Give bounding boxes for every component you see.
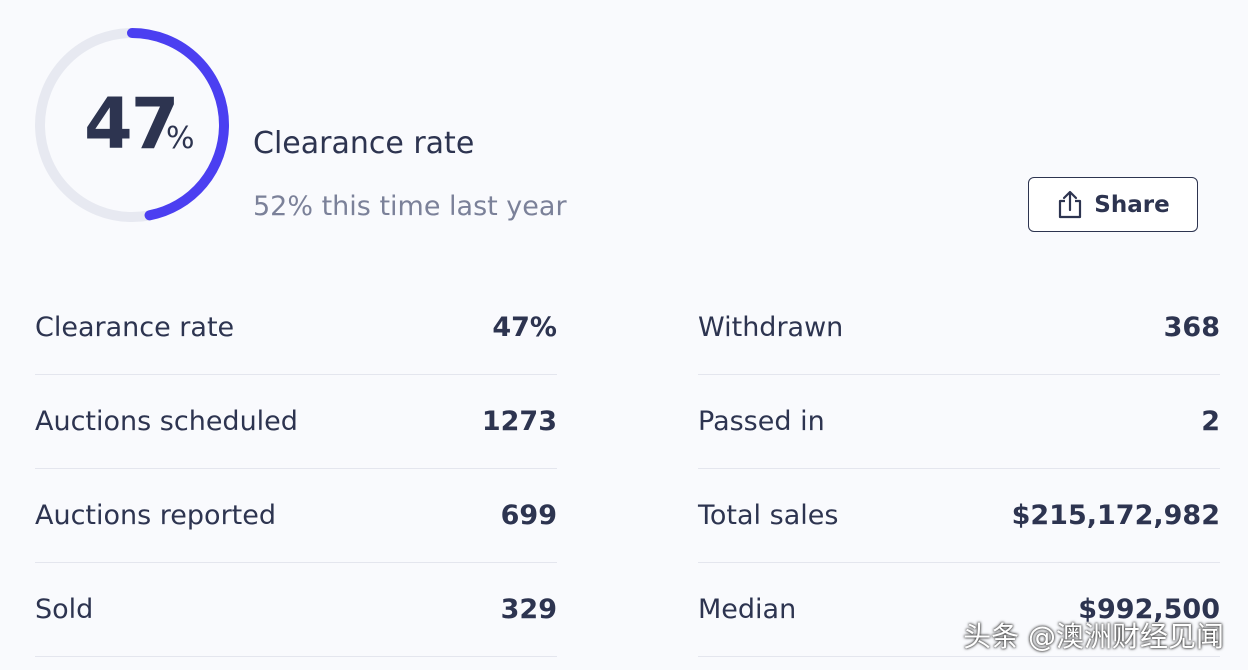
watermark: 头条 @澳洲财经见闻 (963, 620, 1224, 653)
gauge (35, 28, 229, 222)
stat-row: Clearance rate 47% (35, 281, 557, 375)
stat-value: 47% (492, 312, 557, 343)
stat-row: Sold 329 (35, 563, 557, 657)
stat-label: Clearance rate (35, 312, 235, 343)
share-icon (1059, 190, 1082, 218)
stat-label: Total sales (698, 500, 839, 531)
stat-value: 1273 (481, 406, 557, 437)
stat-row: Withdrawn 368 (698, 281, 1220, 375)
gauge-arc (35, 28, 229, 222)
stat-value: 699 (500, 500, 557, 531)
stat-label: Withdrawn (698, 312, 844, 343)
stat-value: $992,500 (1078, 594, 1220, 625)
stat-row: Median $992,500 (698, 563, 1220, 657)
stat-value: 368 (1163, 312, 1220, 343)
stat-label: Median (698, 594, 797, 625)
stat-value: 2 (1201, 406, 1220, 437)
gauge-unit: % (166, 121, 195, 156)
stat-row: Auctions reported 699 (35, 469, 557, 563)
stat-row: Total sales $215,172,982 (698, 469, 1220, 563)
stat-label: Sold (35, 594, 94, 625)
title: Clearance rate (253, 126, 475, 161)
share-button[interactable]: Share (1028, 177, 1198, 232)
stat-label: Auctions scheduled (35, 406, 298, 437)
stat-value: 329 (500, 594, 557, 625)
share-label: Share (1094, 191, 1170, 218)
gauge-value: 47 (84, 83, 179, 165)
stat-row: Passed in 2 (698, 375, 1220, 469)
subtitle: 52% this time last year (253, 191, 567, 222)
stat-label: Auctions reported (35, 500, 277, 531)
stat-row: Auctions scheduled 1273 (35, 375, 557, 469)
stat-label: Passed in (698, 406, 825, 437)
stat-value: $215,172,982 (1011, 500, 1220, 531)
